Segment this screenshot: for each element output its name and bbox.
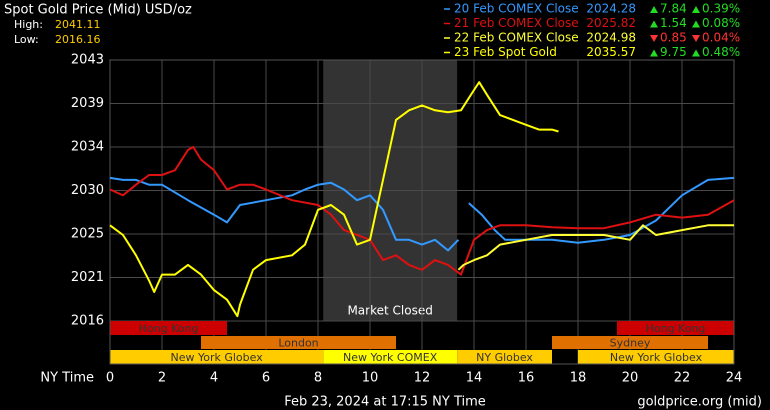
x-tick-label: 4	[210, 371, 218, 386]
legend-change: 9.75	[660, 45, 687, 59]
x-tick-label: 24	[726, 371, 743, 386]
series-line	[109, 176, 735, 252]
session-label: London	[278, 337, 318, 350]
legend-change-pct: 0.08%	[702, 16, 740, 30]
legend-name: 22 Feb COMEX Close	[454, 31, 579, 45]
source: goldprice.org (mid)	[637, 395, 762, 410]
session-bar	[110, 350, 324, 364]
session-bar	[552, 336, 708, 349]
series-line	[109, 146, 735, 276]
session-bar	[110, 321, 227, 335]
session-label: Hong Kong	[646, 322, 706, 335]
session-label: New York COMEX	[343, 351, 438, 364]
x-tick-label: 2	[158, 371, 166, 386]
session-bar	[201, 336, 396, 349]
x-tick-label: 18	[570, 371, 587, 386]
legend-close: 2025.82	[586, 16, 636, 30]
change-arrow	[650, 20, 658, 28]
x-tick-label: 22	[674, 371, 691, 386]
y-tick-label: 2021	[71, 270, 104, 285]
x-axis-label: NY Time	[40, 371, 94, 386]
timestamp: Feb 23, 2024 at 17:15 NY Time	[284, 395, 486, 410]
plot-border	[109, 59, 735, 365]
y-tick-label: 2043	[71, 53, 104, 68]
change-arrow	[650, 49, 658, 57]
low-value: 2016.16	[55, 33, 101, 46]
legend-change: 7.84	[660, 2, 687, 16]
legend-name: 21 Feb COMEX Close	[454, 16, 579, 30]
y-tick-label: 2034	[71, 140, 104, 155]
legend-close: 2035.57	[586, 45, 636, 59]
legend-close: 2024.28	[586, 2, 636, 16]
low-label: Low:	[14, 33, 39, 46]
change-arrow	[650, 35, 658, 42]
x-tick-label: 12	[414, 371, 431, 386]
high-label: High:	[14, 18, 43, 31]
change-pct-arrow	[692, 6, 700, 13]
change-pct-arrow	[692, 35, 700, 42]
change-pct-arrow	[692, 49, 700, 57]
legend-name: 23 Feb Spot Gold	[454, 45, 557, 59]
session-label: NY Globex	[476, 351, 533, 364]
session-bar	[323, 350, 458, 364]
session-label: New York Globex	[170, 351, 263, 364]
session-bar	[617, 321, 734, 335]
series-line	[457, 224, 734, 271]
x-tick-label: 8	[314, 371, 322, 386]
legend-change: 1.54	[660, 16, 687, 30]
x-tick-label: 16	[518, 371, 535, 386]
legend-change-pct: 0.39%	[702, 2, 740, 16]
chart-title: Spot Gold Price (Mid) USD/oz	[4, 3, 192, 18]
change-arrow	[650, 6, 658, 13]
market-closed-label: Market Closed	[347, 304, 432, 318]
y-tick-label: 2025	[71, 227, 104, 242]
session-label: New York Globex	[610, 351, 703, 364]
session-bar	[457, 350, 552, 364]
x-tick-label: 20	[622, 371, 639, 386]
legend-change-pct: 0.04%	[702, 31, 740, 45]
y-tick-label: 2030	[71, 183, 104, 198]
session-bar	[578, 350, 734, 364]
change-pct-arrow	[692, 20, 700, 28]
legend-close: 2024.98	[586, 31, 636, 45]
x-tick-label: 10	[362, 371, 379, 386]
y-tick-label: 2039	[71, 96, 104, 111]
session-label: Sydney	[610, 337, 651, 350]
legend-change-pct: 0.48%	[702, 45, 740, 59]
x-tick-label: 0	[106, 371, 114, 386]
y-tick-label: 2016	[71, 314, 104, 329]
legend-name: 20 Feb COMEX Close	[454, 2, 579, 16]
legend-change: 0.85	[660, 31, 687, 45]
x-tick-label: 6	[262, 371, 270, 386]
series-line	[109, 81, 559, 318]
x-tick-label: 14	[466, 371, 483, 386]
high-value: 2041.11	[55, 18, 101, 31]
session-label: Hong Kong	[139, 322, 199, 335]
